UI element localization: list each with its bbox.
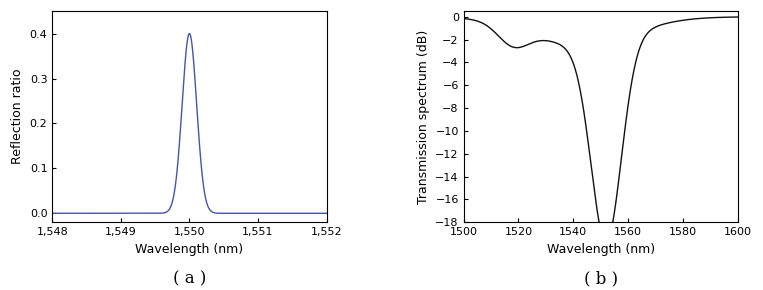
Y-axis label: Transmission spectrum (dB): Transmission spectrum (dB) (417, 30, 430, 204)
Text: ( a ): ( a ) (172, 270, 206, 287)
Text: ( b ): ( b ) (584, 270, 618, 287)
Y-axis label: Reflection ratio: Reflection ratio (11, 69, 24, 164)
X-axis label: Wavelength (nm): Wavelength (nm) (135, 243, 243, 256)
X-axis label: Wavelength (nm): Wavelength (nm) (547, 243, 655, 256)
